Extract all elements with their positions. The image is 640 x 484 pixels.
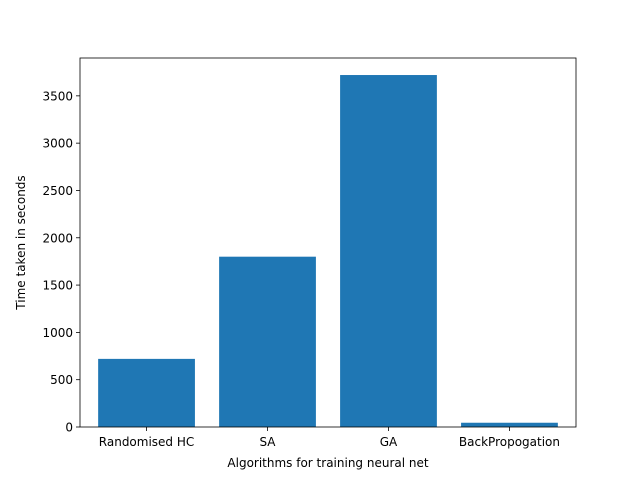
y-tick-label: 500 bbox=[50, 373, 73, 387]
plot-frame bbox=[79, 57, 577, 428]
y-tick-label: 2000 bbox=[42, 231, 73, 245]
bar-2 bbox=[219, 256, 316, 427]
x-tick-label: GA bbox=[380, 435, 398, 449]
y-tick-label: 1500 bbox=[42, 279, 73, 293]
bar-1 bbox=[98, 358, 195, 427]
y-axis-label: Time taken in seconds bbox=[14, 175, 28, 310]
y-axis-ticks: 0 500 1000 1500 2000 2500 3000 3500 bbox=[42, 89, 80, 435]
x-tick-label: BackPropogation bbox=[459, 435, 560, 449]
y-tick-label: 0 bbox=[65, 421, 73, 435]
y-tick-label: 2500 bbox=[42, 184, 73, 198]
y-tick-label: 1000 bbox=[42, 326, 73, 340]
x-tick-label: Randomised HC bbox=[99, 435, 194, 449]
y-tick-label: 3500 bbox=[42, 89, 73, 103]
bar-3 bbox=[340, 75, 437, 427]
x-tick-label: SA bbox=[259, 435, 276, 449]
x-axis-label: Algorithms for training neural net bbox=[227, 456, 428, 470]
x-axis-ticks: Randomised HC SA GA BackPropogation bbox=[99, 427, 560, 449]
bar-4 bbox=[461, 422, 558, 427]
bars-layer bbox=[98, 75, 558, 427]
y-tick-label: 3000 bbox=[42, 137, 73, 151]
